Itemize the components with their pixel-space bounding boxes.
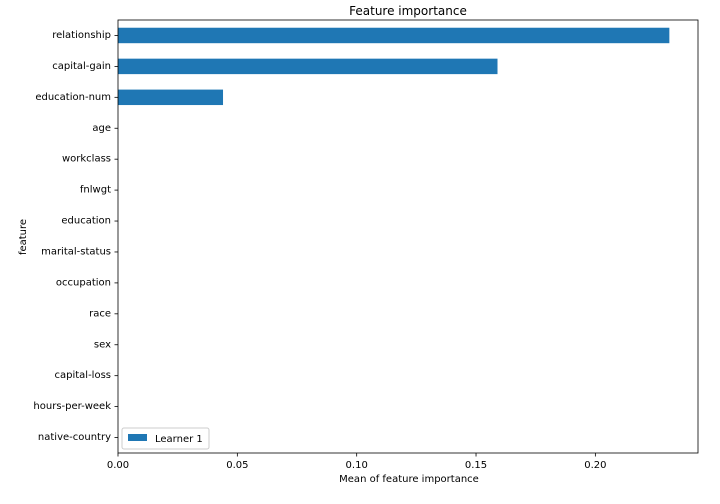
x-tick-label-3: 0.15 [465,460,487,471]
bar-capital-gain [118,58,498,75]
x-axis: 0.00 0.05 0.10 0.15 0.20 [107,453,606,471]
x-tick-label-0: 0.00 [107,460,129,471]
y-tick-label-education-num: education-num [35,92,111,103]
y-tick-label-hours-per-week: hours-per-week [33,401,111,412]
y-tick-label-marital-status: marital-status [41,246,111,257]
bars-layer [118,27,670,106]
x-tick-label-4: 0.20 [584,460,606,471]
y-tick-label-relationship: relationship [52,30,111,41]
y-tick-label-capital-gain: capital-gain [52,61,111,72]
y-tick-label-education: education [61,216,111,227]
bar-relationship [118,27,670,44]
plot-frame [117,19,699,454]
legend-box [121,427,210,450]
y-tick-label-sex: sex [94,339,111,350]
bar-education-num [118,89,224,106]
y-tick-label-workclass: workclass [62,154,111,165]
y-tick-label-age: age [92,123,111,134]
y-tick-label-race: race [89,308,111,319]
x-axis-label: Mean of feature importance [339,474,479,485]
legend-label: Learner 1 [155,434,203,445]
chart-title: Feature importance [349,4,467,18]
y-axis-label: feature [18,219,29,255]
y-tick-label-fnlwgt: fnlwgt [80,185,111,196]
legend: Learner 1 [121,427,210,450]
y-tick-label-occupation: occupation [56,277,111,288]
legend-swatch [128,434,147,441]
x-tick-label-2: 0.10 [346,460,368,471]
y-axis: relationship capital-gain education-num age… [33,30,118,443]
y-tick-label-capital-loss: capital-loss [54,370,111,381]
y-tick-label-native-country: native-country [38,432,111,443]
x-tick-label-1: 0.05 [226,460,248,471]
